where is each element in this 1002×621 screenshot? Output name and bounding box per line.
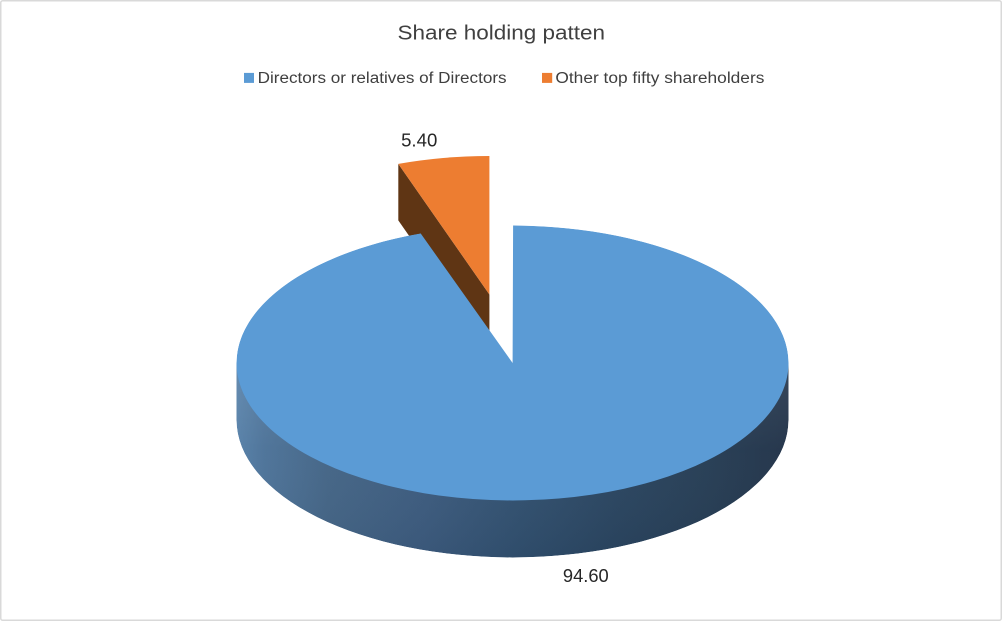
svg-text:Other top fifty shareholders: Other top fifty shareholders (555, 70, 764, 87)
svg-text:94.60: 94.60 (563, 565, 609, 586)
svg-text:Directors or relatives of Dire: Directors or relatives of Directors (258, 70, 507, 87)
svg-text:5.40: 5.40 (401, 130, 437, 151)
svg-text:Share holding patten: Share holding patten (398, 22, 606, 44)
